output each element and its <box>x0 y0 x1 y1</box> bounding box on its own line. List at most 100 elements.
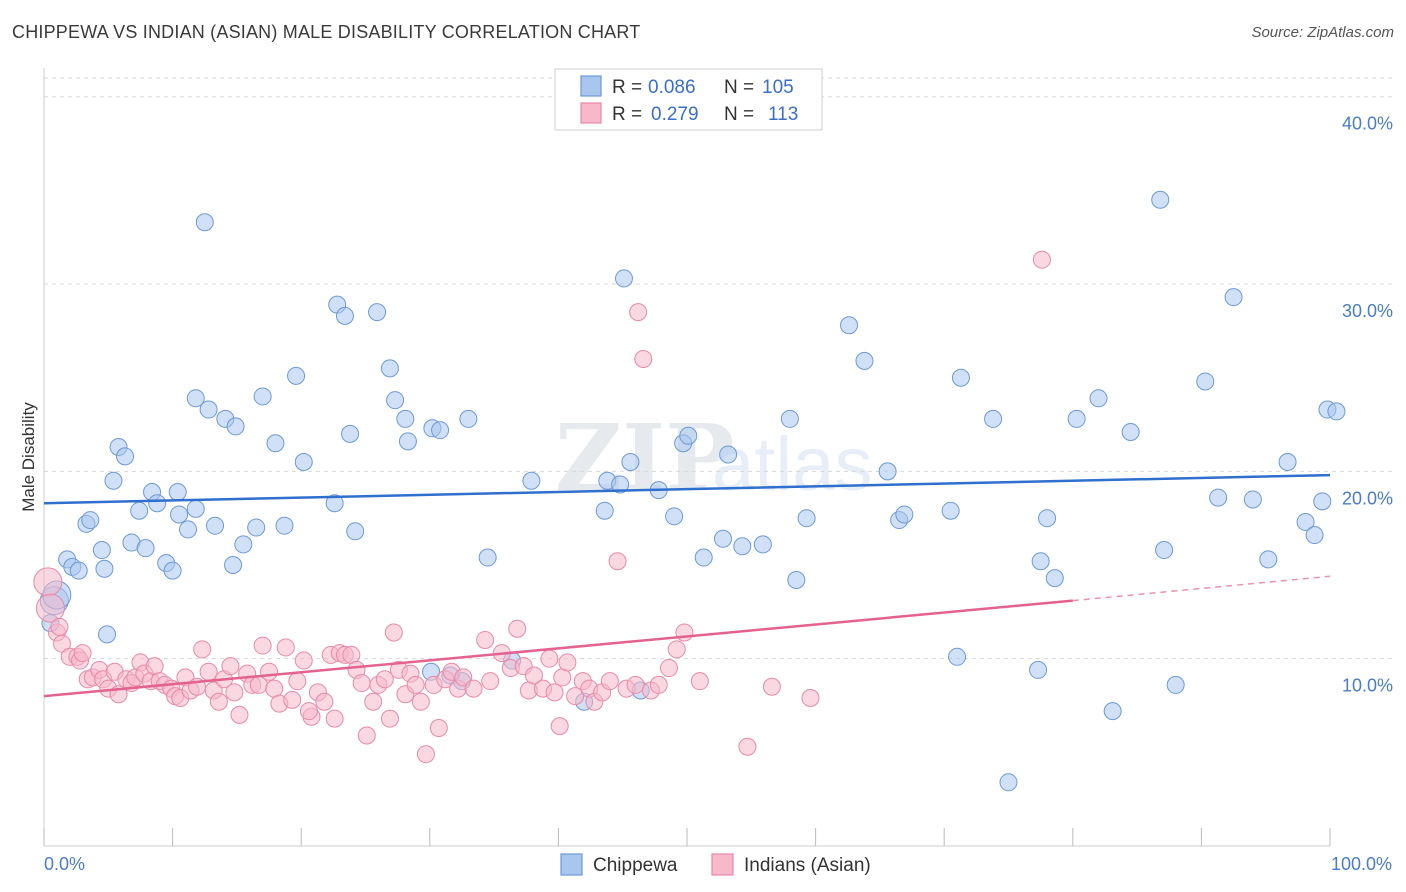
indian-point <box>299 702 318 721</box>
chippewa-point <box>163 561 182 580</box>
chippewa-point <box>168 482 187 501</box>
legend-swatch-indian <box>580 102 602 124</box>
chippewa-point <box>1296 512 1315 531</box>
chippewa-point <box>226 417 245 436</box>
chippewa-point <box>797 509 816 528</box>
chippewa-point <box>714 529 733 548</box>
chippewa-point <box>733 537 752 556</box>
indian-point <box>545 683 564 702</box>
indian-point <box>265 679 284 698</box>
chippewa-point <box>1243 490 1262 509</box>
chippewa-point <box>665 507 684 526</box>
chippewa-point <box>878 462 897 481</box>
chippewa-point <box>335 306 354 325</box>
indian-point <box>600 672 619 691</box>
legend-n-label-chippewa: N = <box>724 77 754 98</box>
chippewa-point <box>1305 526 1324 545</box>
trend-line-indian <box>43 599 1073 698</box>
chippewa-point <box>595 501 614 520</box>
indian-point <box>629 303 648 322</box>
y-axis-label: Male Disability <box>19 402 38 512</box>
indian-point <box>50 617 69 636</box>
indian-point <box>283 690 302 709</box>
indian-point <box>508 619 527 638</box>
chippewa-point <box>1045 569 1064 588</box>
indian-point <box>634 349 653 368</box>
indian-point <box>221 657 240 676</box>
indian-point <box>690 672 709 691</box>
chippewa-point <box>325 494 344 513</box>
legend: R = 0.086 N = 105 R = 0.279 N = 113 <box>554 68 823 131</box>
chippewa-point <box>179 520 198 539</box>
y-tick-label-40: 40.0% <box>1342 114 1393 134</box>
chippewa-point <box>195 213 214 232</box>
chippewa-point <box>1067 409 1086 428</box>
chippewa-point <box>206 516 225 535</box>
indian-point <box>253 636 272 655</box>
axes: 10.0% 20.0% 30.0% 40.0% 0.0% 100.0% <box>43 68 1393 874</box>
chippewa-point <box>1103 702 1122 721</box>
chippewa-point <box>275 516 294 535</box>
chippewa-point <box>287 366 306 385</box>
chippewa-point <box>1278 453 1297 471</box>
chippewa-point <box>941 501 960 520</box>
chippewa-point <box>611 475 630 494</box>
indian-point <box>659 659 678 678</box>
indian-point <box>649 675 668 694</box>
x-tick-label-100: 100.0% <box>1331 854 1392 874</box>
chippewa-point <box>81 511 100 530</box>
watermark-zip: ZIP <box>555 404 734 512</box>
chippewa-point <box>136 539 155 558</box>
bottom-legend-label-indian: Indians (Asian) <box>744 855 871 876</box>
chippewa-point <box>478 548 497 567</box>
chippewa-point <box>234 535 253 554</box>
indian-point <box>145 657 164 676</box>
chippewa-point <box>1151 190 1170 209</box>
legend-r-label-indian: R = <box>612 104 642 125</box>
chippewa-point <box>719 445 738 464</box>
chippewa-point <box>679 426 698 445</box>
indian-point <box>33 567 63 597</box>
indian-point <box>608 552 627 571</box>
chippewa-point <box>95 559 114 578</box>
indian-point <box>566 687 585 706</box>
chippewa-point <box>614 269 633 288</box>
chippewa-point <box>98 625 117 644</box>
chippewa-point <box>253 387 272 406</box>
indian-point <box>476 630 495 649</box>
indian-point <box>384 623 403 642</box>
legend-r-value-indian: 0.279 <box>651 104 699 125</box>
indian-point <box>553 668 572 687</box>
chippewa-point <box>984 409 1003 428</box>
chippewa-point <box>999 773 1018 792</box>
chippewa-point <box>431 421 450 440</box>
legend-r-label-chippewa: R = <box>612 77 642 98</box>
indian-point <box>375 670 394 689</box>
source-label: Source: ZipAtlas.com <box>1251 24 1394 41</box>
chippewa-point <box>1031 552 1050 571</box>
chippewa-point <box>386 391 405 410</box>
chippewa-point <box>1224 288 1243 307</box>
indian-point <box>464 679 483 698</box>
chippewa-point <box>1155 541 1174 560</box>
indian-point <box>762 677 781 696</box>
indian-point <box>524 666 543 685</box>
chippewa-point <box>1038 509 1057 528</box>
chippewa-point <box>1196 372 1215 391</box>
chippewa-point <box>247 518 266 537</box>
trend-lines <box>43 473 1331 698</box>
chippewa-point <box>621 453 640 471</box>
y-tick-label-10: 10.0% <box>1342 676 1393 696</box>
chippewa-point <box>294 453 313 471</box>
indian-point <box>342 645 361 664</box>
chippewa-point <box>753 535 772 554</box>
chippewa-point <box>1166 675 1185 694</box>
indian-point <box>352 674 371 693</box>
chippewa-point <box>224 556 243 575</box>
indian-point <box>357 726 376 745</box>
chippewa-point <box>1327 402 1346 421</box>
indian-point <box>325 709 344 728</box>
bottom-legend-swatch-indian <box>711 853 734 876</box>
chippewa-point <box>380 359 399 378</box>
